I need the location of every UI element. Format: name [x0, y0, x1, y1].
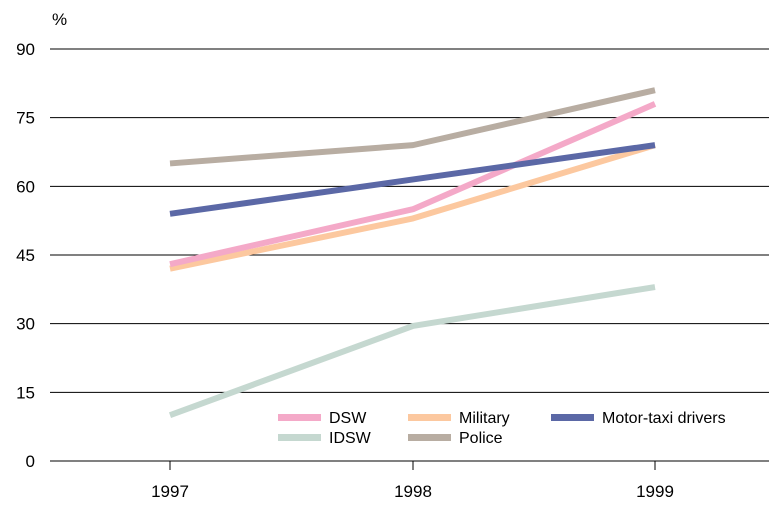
series-line-police — [169, 87, 656, 167]
y-tick-label: 75 — [16, 109, 35, 128]
series-line-dsw — [169, 101, 657, 268]
y-tick-labels: 0 15 30 45 60 75 90 — [16, 40, 35, 471]
legend-label-police: Police — [459, 430, 503, 447]
series-line-motor-taxi-drivers — [169, 142, 656, 217]
legend-label-idsw: IDSW — [329, 430, 372, 447]
y-tick-label: 60 — [16, 177, 35, 196]
x-axis: 1997 1998 1999 — [151, 461, 674, 501]
legend: DSW Military Motor-taxi drivers IDSW Police — [278, 410, 726, 447]
series-line-military — [169, 142, 656, 272]
x-tick-label: 1997 — [151, 482, 189, 501]
legend-swatch-military — [408, 414, 451, 421]
x-tick-label: 1998 — [394, 482, 432, 501]
y-tick-label: 90 — [16, 40, 35, 59]
y-tick-label: 0 — [26, 452, 35, 471]
legend-label-military: Military — [459, 410, 510, 427]
legend-swatch-motor-taxi-drivers — [551, 414, 594, 421]
y-unit-label: % — [52, 10, 67, 29]
y-tick-label: 45 — [16, 246, 35, 265]
legend-swatch-idsw — [278, 434, 321, 441]
legend-swatch-dsw — [278, 414, 321, 421]
x-tick-label: 1999 — [636, 482, 674, 501]
y-tick-label: 30 — [16, 315, 35, 334]
y-tick-label: 15 — [16, 383, 35, 402]
gridlines — [50, 48, 769, 462]
legend-label-dsw: DSW — [329, 410, 367, 427]
series-line-idsw — [168, 284, 656, 419]
series-lines — [168, 87, 657, 419]
legend-swatch-police — [408, 434, 451, 441]
legend-label-motor-taxi-drivers: Motor-taxi drivers — [602, 410, 726, 427]
